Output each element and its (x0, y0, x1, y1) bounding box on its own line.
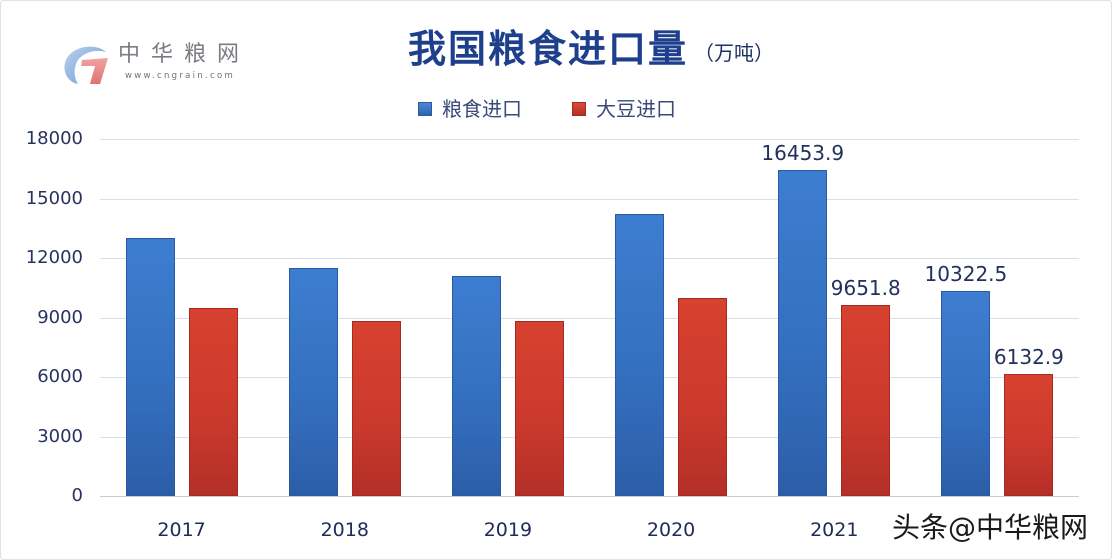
bar-soybean-import (1004, 374, 1054, 496)
gridline (100, 318, 1079, 319)
x-axis-tick-label: 2021 (810, 519, 859, 541)
legend-swatch-grain-icon (418, 102, 432, 116)
chart-legend: 粮食进口 大豆进口 (418, 96, 726, 122)
y-axis-tick-label: 18000 (25, 128, 83, 149)
data-label: 10322.5 (924, 262, 1008, 287)
x-axis-tick-label: 2017 (157, 519, 206, 541)
cngrain-logo: 中华粮网 www.cngrain.com (62, 42, 262, 88)
x-axis-tick-label: 2019 (483, 519, 533, 541)
gridline (100, 199, 1079, 200)
y-axis-tick-label: 12000 (25, 247, 83, 268)
y-axis-tick-label: 3000 (37, 426, 83, 447)
bar-grain-import (125, 238, 175, 496)
data-label: 6132.9 (993, 345, 1064, 370)
logo-url: www.cngrain.com (125, 71, 236, 81)
y-axis-tick-label: 9000 (37, 307, 83, 328)
cngrain-swirl-icon (64, 46, 108, 84)
x-axis-baseline (100, 496, 1079, 497)
bar-soybean-import (351, 321, 401, 496)
gridline (100, 139, 1079, 140)
legend-item-soybean: 大豆进口 (572, 96, 676, 122)
bar-grain-import (941, 291, 991, 496)
watermark: 头条@中华粮网 (892, 511, 1089, 544)
bar-grain-import (615, 214, 665, 496)
x-axis-tick-label: 2020 (646, 519, 696, 541)
bar-soybean-import (841, 304, 891, 496)
legend-label-grain: 粮食进口 (442, 97, 522, 121)
bar-grain-import (778, 169, 828, 496)
data-label: 9651.8 (830, 275, 901, 300)
bar-soybean-import (514, 321, 564, 496)
legend-swatch-soybean-icon (572, 102, 586, 116)
gridline (100, 258, 1079, 259)
logo-name: 中华粮网 (118, 42, 251, 67)
bar-grain-import (451, 275, 501, 496)
gridline (100, 437, 1079, 438)
gridline (100, 377, 1079, 378)
x-axis-tick-label: 2018 (320, 519, 369, 541)
legend-item-grain: 粮食进口 (418, 96, 522, 122)
y-axis-tick-label: 6000 (37, 366, 83, 387)
chart-title: 我国粮食进口量 （万吨） (408, 26, 774, 72)
y-axis-tick-label: 0 (71, 485, 83, 506)
chart-title-unit: （万吨） (694, 41, 775, 65)
bar-soybean-import (678, 297, 728, 496)
y-axis-tick-label: 15000 (25, 188, 83, 209)
legend-label-soybean: 大豆进口 (596, 97, 676, 121)
chart-title-main: 我国粮食进口量 (408, 27, 689, 71)
bar-soybean-import (188, 307, 238, 496)
bar-grain-import (288, 267, 338, 496)
data-label: 16453.9 (761, 140, 845, 165)
